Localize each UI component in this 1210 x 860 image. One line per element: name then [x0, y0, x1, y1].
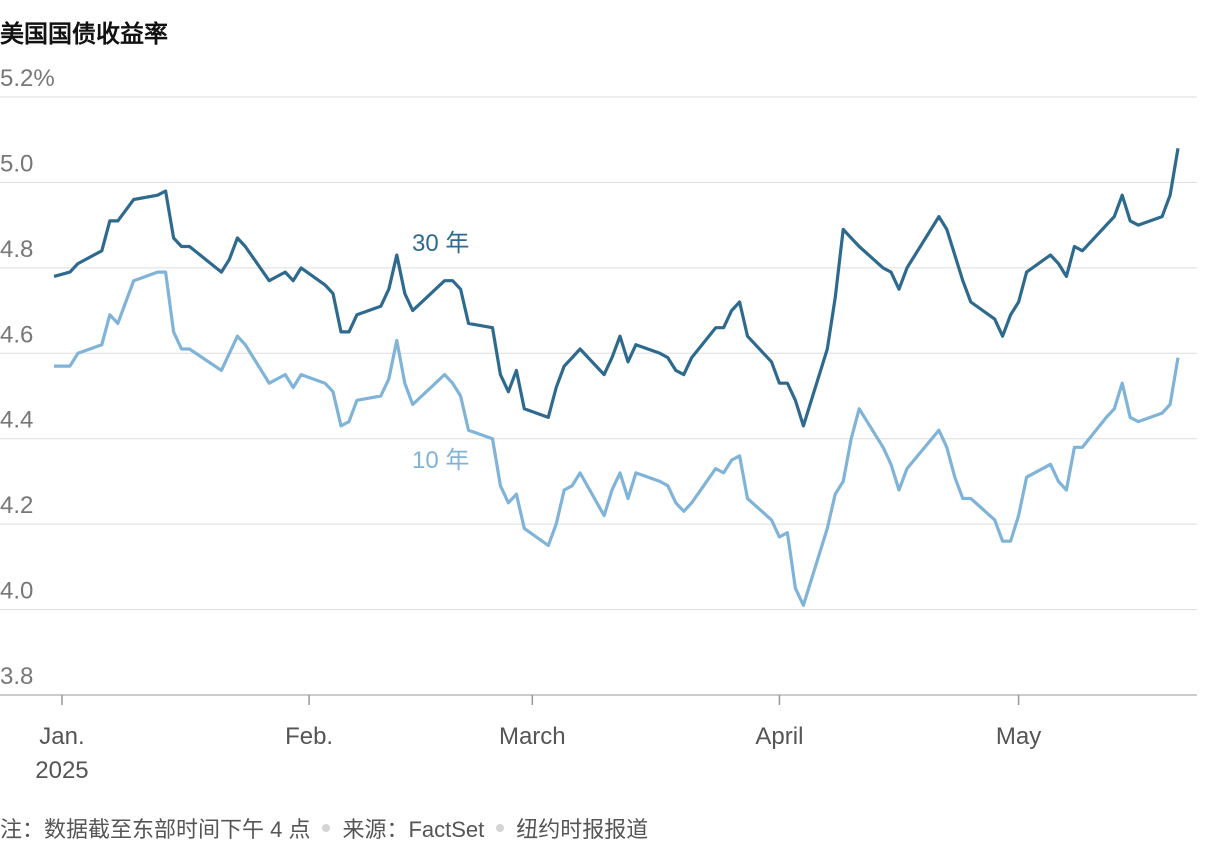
y-tick-label: 4.8: [0, 236, 33, 263]
separator: [322, 824, 331, 832]
chart-title: 美国国债收益率: [0, 20, 168, 48]
series-line: [53, 148, 1180, 428]
y-tick-label: 4.6: [0, 321, 33, 348]
x-tick-label: March: [499, 723, 566, 750]
year-label: 2025: [35, 757, 88, 784]
y-tick-label: 5.0: [0, 150, 33, 177]
footer: 注：数据截至东部时间下午 4 点 来源：FactSet 纽约时报报道: [0, 812, 648, 844]
series-label: 10 年: [412, 447, 469, 474]
y-tick-label: 5.2%: [0, 65, 55, 92]
x-tick-label: April: [755, 723, 803, 750]
series-label: 30 年: [412, 230, 469, 257]
separator: [496, 824, 505, 832]
note: 注：数据截至东部时间下午 4 点: [0, 817, 311, 842]
y-tick-label: 3.8: [0, 663, 33, 690]
note: 来源：FactSet: [342, 817, 485, 842]
y-tick-label: 4.4: [0, 407, 33, 434]
y-tick-label: 4.2: [0, 492, 33, 519]
note: 纽约时报报道: [516, 817, 649, 842]
x-tick-label: May: [996, 723, 1041, 750]
series-line: [54, 270, 1180, 607]
y-tick-label: 4.0: [0, 578, 33, 605]
x-tick-label: Jan.: [39, 723, 84, 750]
x-tick-label: Feb.: [285, 723, 333, 750]
chart: 美国国债收益率 3.8 4.0 4.2 4.4 4.6 4.8 5.0 5.2% Jan. Feb…: [0, 20, 1197, 784]
